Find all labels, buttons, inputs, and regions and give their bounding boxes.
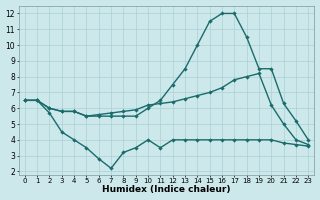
X-axis label: Humidex (Indice chaleur): Humidex (Indice chaleur) bbox=[102, 185, 231, 194]
